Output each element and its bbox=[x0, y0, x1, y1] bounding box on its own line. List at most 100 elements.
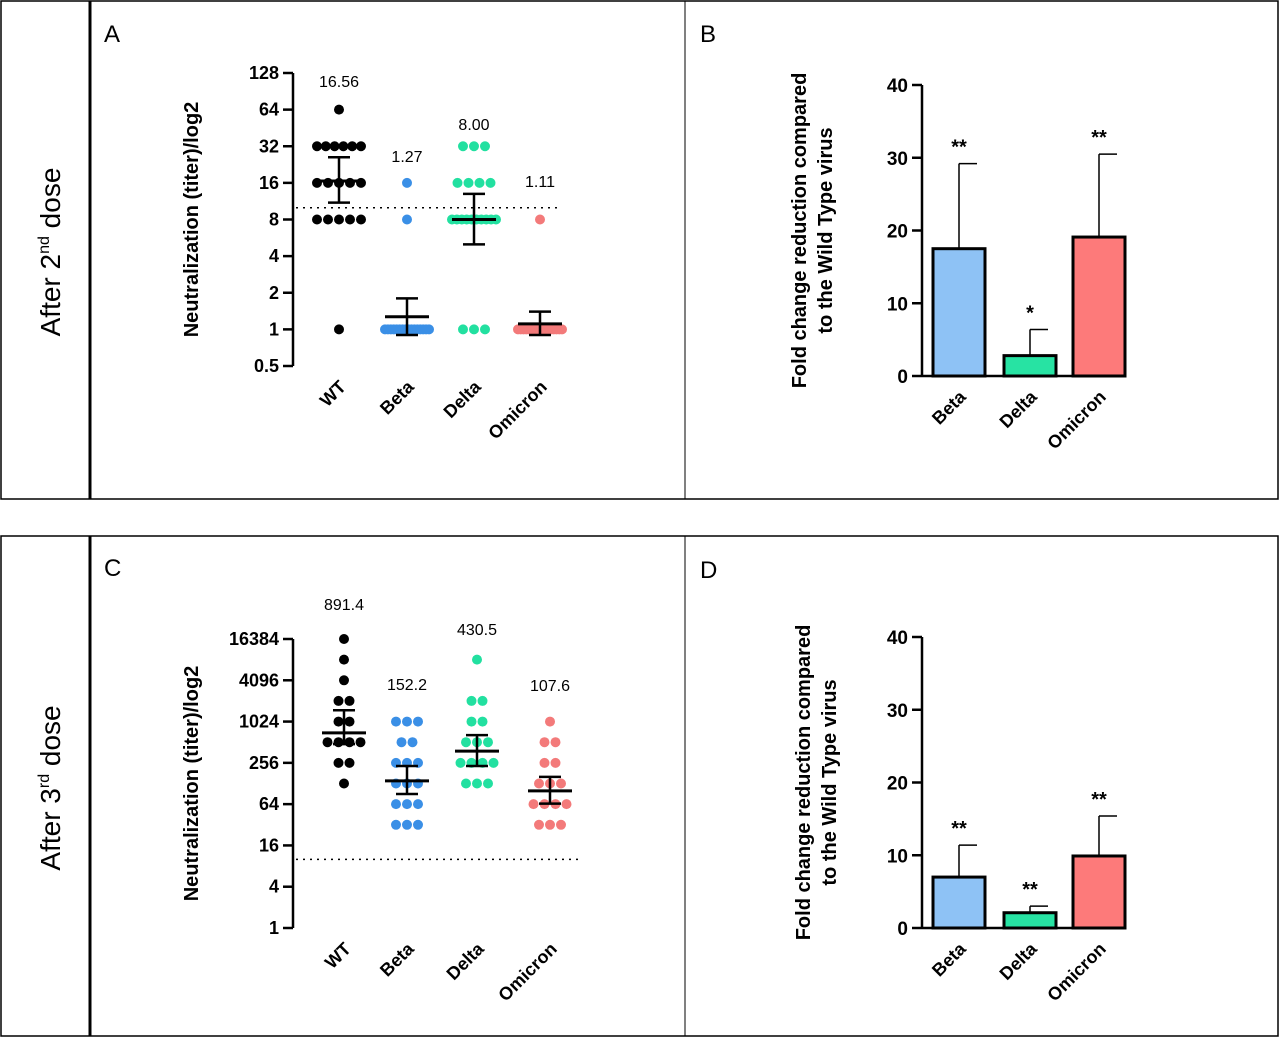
x-tick-label-omicron: Omicron bbox=[494, 939, 560, 1005]
y-tick-label: 4 bbox=[269, 246, 279, 266]
data-point-wt bbox=[312, 214, 322, 225]
data-point-wt bbox=[333, 757, 344, 768]
y-axis-label: Neutralization (titer)/log2 bbox=[181, 102, 203, 338]
y-axis-label-line-1: Fold change reduction compared bbox=[793, 625, 815, 941]
data-point-delta bbox=[472, 654, 482, 665]
data-point-wt bbox=[312, 177, 322, 188]
data-point-delta bbox=[488, 757, 499, 768]
data-point-wt bbox=[356, 177, 366, 188]
bar-omicron bbox=[1071, 235, 1127, 378]
y-tick-label: 16384 bbox=[229, 629, 279, 649]
significance-omicron: ** bbox=[1091, 789, 1107, 811]
data-point-delta bbox=[483, 737, 493, 748]
value-label-wt: 16.56 bbox=[319, 74, 359, 91]
data-point-wt bbox=[334, 324, 344, 335]
data-point-delta bbox=[458, 324, 468, 335]
y-tick-label: 256 bbox=[249, 753, 279, 773]
data-point-delta bbox=[480, 324, 490, 335]
data-point-delta bbox=[485, 177, 496, 188]
data-point-omicron bbox=[545, 716, 555, 727]
data-point-delta bbox=[477, 716, 488, 727]
y-tick-label: 30 bbox=[887, 701, 908, 722]
value-label-omicron: 107.6 bbox=[530, 678, 570, 695]
data-point-wt bbox=[355, 737, 366, 748]
data-point-wt bbox=[323, 177, 333, 188]
data-point-delta bbox=[458, 141, 468, 152]
data-point-omicron bbox=[534, 778, 544, 789]
data-point-beta bbox=[402, 799, 412, 810]
y-tick-label: 30 bbox=[887, 149, 908, 170]
chart-c: 1 4 16 64 256 1024 4096 16384 Neutralization (ti… bbox=[181, 597, 578, 1005]
data-point-wt bbox=[333, 695, 344, 706]
data-point-wt bbox=[356, 214, 366, 225]
y-axis-label-line-1: Fold change reduction compared bbox=[789, 73, 811, 389]
data-point-wt bbox=[329, 141, 340, 152]
y-tick-label: 4096 bbox=[239, 670, 279, 690]
y-tick-label: 40 bbox=[887, 76, 908, 97]
bar-omicron bbox=[1071, 854, 1127, 930]
y-tick-label: 40 bbox=[887, 628, 908, 649]
data-point-wt bbox=[322, 737, 333, 748]
chart-b: 0 10 20 30 40 Fold change reduction compared t… bbox=[789, 73, 1127, 453]
x-tick-label-delta: Delta bbox=[440, 376, 486, 422]
data-point-beta bbox=[391, 819, 401, 830]
y-tick-label: 16 bbox=[259, 173, 279, 193]
y-tick-label: 0 bbox=[897, 367, 908, 388]
chart-d: 0 10 20 30 40 Fold change reduction compared t… bbox=[793, 625, 1127, 1005]
row-label-after-2nd-dose: After 2nd dose bbox=[35, 168, 66, 337]
y-axis-label-line-2: to the Wild Type virus bbox=[815, 127, 837, 333]
data-point-beta bbox=[413, 716, 423, 727]
chart-a: 0.5 1 2 4 8 16 32 64 128 Neutralization (titer)/l… bbox=[181, 63, 567, 443]
data-point-delta bbox=[455, 757, 466, 768]
data-point-delta bbox=[483, 778, 493, 789]
data-point-beta bbox=[407, 737, 418, 748]
data-point-delta bbox=[463, 177, 474, 188]
y-axis-label: Neutralization (titer)/log2 bbox=[181, 666, 203, 902]
data-point-wt bbox=[344, 695, 355, 706]
data-point-beta bbox=[413, 819, 423, 830]
data-point-beta bbox=[402, 716, 412, 727]
data-point-delta bbox=[472, 778, 482, 789]
x-tick-label-delta: Delta bbox=[996, 386, 1042, 432]
data-point-wt bbox=[312, 141, 322, 152]
y-tick-label: 64 bbox=[259, 100, 279, 120]
data-point-delta bbox=[461, 737, 471, 748]
significance-delta: ** bbox=[1022, 879, 1038, 901]
data-point-wt bbox=[339, 675, 349, 686]
data-point-beta bbox=[402, 177, 412, 188]
x-tick-label-omicron: Omicron bbox=[484, 377, 550, 443]
data-point-delta bbox=[466, 695, 477, 706]
data-point-delta bbox=[452, 177, 463, 188]
data-point-omicron bbox=[539, 737, 550, 748]
value-label-delta: 8.00 bbox=[458, 117, 489, 134]
data-point-beta bbox=[402, 214, 412, 225]
data-point-omicron bbox=[550, 757, 561, 768]
data-point-wt bbox=[333, 737, 344, 748]
y-tick-label: 20 bbox=[887, 222, 908, 243]
y-tick-label: 4 bbox=[269, 877, 279, 897]
bar-beta bbox=[931, 247, 987, 378]
data-point-wt bbox=[320, 141, 331, 152]
x-tick-label-wt: WT bbox=[316, 377, 350, 411]
significance-beta: ** bbox=[951, 818, 967, 840]
x-tick-label-omicron: Omicron bbox=[1043, 387, 1109, 453]
data-point-wt bbox=[339, 634, 349, 644]
y-tick-label: 8 bbox=[269, 210, 279, 230]
bar-delta bbox=[1002, 354, 1058, 378]
data-point-delta bbox=[474, 177, 485, 188]
data-point-wt bbox=[347, 141, 358, 152]
data-point-wt bbox=[344, 757, 355, 768]
x-tick-label-beta: Beta bbox=[376, 376, 418, 418]
data-point-delta bbox=[480, 141, 490, 152]
data-point-delta bbox=[466, 716, 477, 727]
x-tick-label-delta: Delta bbox=[996, 938, 1042, 984]
data-point-wt bbox=[334, 214, 344, 225]
data-point-omicron bbox=[550, 737, 561, 748]
data-point-wt bbox=[339, 778, 349, 789]
data-point-beta bbox=[413, 799, 423, 810]
top-frame bbox=[0, 0, 1279, 500]
data-point-wt bbox=[344, 716, 355, 727]
significance-delta: * bbox=[1026, 302, 1034, 324]
data-point-wt bbox=[323, 214, 333, 225]
